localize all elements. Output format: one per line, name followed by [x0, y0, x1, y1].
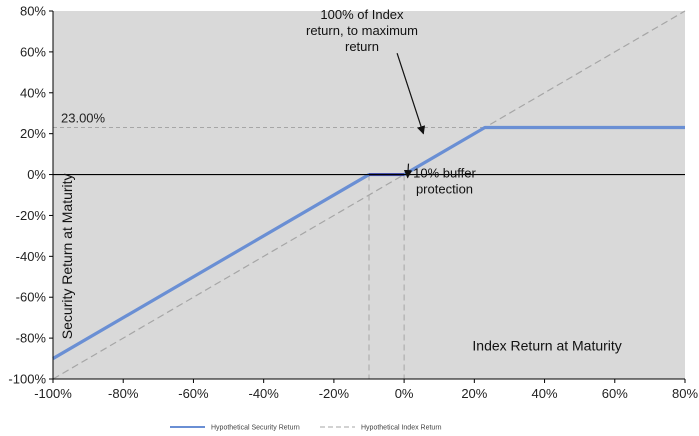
x-tick-label: 20% [461, 386, 487, 401]
x-tick-label: 0% [395, 386, 414, 401]
y-tick-label: 0% [27, 167, 46, 182]
x-tick-label: 40% [532, 386, 558, 401]
y-tick-label: -100% [8, 372, 46, 387]
labels: Security Return at Maturity Index Return… [59, 111, 622, 354]
annotation-text: return, to maximum [306, 23, 418, 38]
x-axis-title: Index Return at Maturity [472, 337, 621, 353]
y-tick-label: 20% [20, 126, 46, 141]
x-tick-label: -40% [248, 386, 279, 401]
y-axis-title: Security Return at Maturity [59, 173, 75, 339]
annotation-text: 100% of Index [320, 7, 404, 22]
y-tick-label: -40% [16, 249, 47, 264]
axes: -100% -80% -60% -40% -20% 0% 20% 40% 60% 80% -100%… [8, 4, 698, 402]
y-tick-label: 80% [20, 4, 46, 19]
index-return-line [52, 10, 686, 380]
x-tick-label: -100% [34, 386, 72, 401]
y-tick-label: -20% [16, 208, 47, 223]
annotation-arrow [403, 163, 413, 179]
x-tick-label: -60% [178, 386, 209, 401]
y-tick-label: 40% [20, 85, 46, 100]
y-tick-label: -60% [16, 290, 47, 305]
x-tick-label: 60% [602, 386, 628, 401]
x-tick-label: 80% [672, 386, 698, 401]
x-tick-label: -20% [319, 386, 350, 401]
legend: Hypothetical Security Return Hypothetica… [170, 425, 442, 432]
y-tick-label: -80% [16, 331, 47, 346]
annotation-text: 10% buffer [413, 166, 476, 181]
y-tick-label: 60% [20, 44, 46, 59]
annotation-text: return [345, 39, 379, 54]
cap-level-label: 23.00% [61, 111, 106, 126]
legend-label-security: Hypothetical Security Return [211, 425, 300, 432]
annotation-text: protection [416, 182, 473, 197]
x-tick-label: -80% [108, 386, 139, 401]
legend-label-index: Hypothetical Index Return [361, 425, 442, 432]
annotation-arrow [396, 52, 426, 135]
